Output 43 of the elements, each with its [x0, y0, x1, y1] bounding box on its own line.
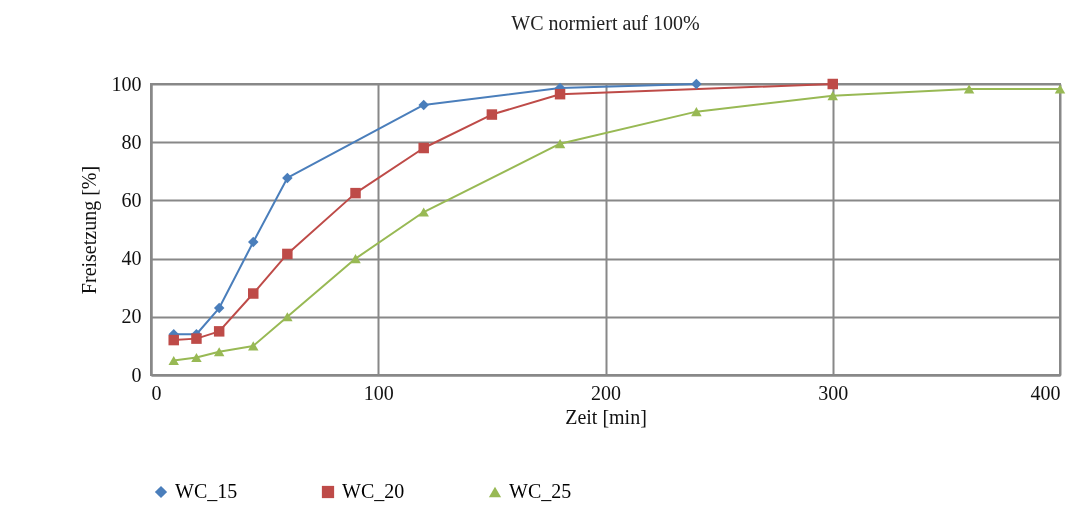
point	[827, 78, 838, 90]
point	[282, 312, 293, 322]
legend-label: WC_25	[509, 480, 572, 502]
point	[418, 142, 429, 154]
x-axis-title: Zeit [min]	[565, 405, 647, 428]
point	[963, 84, 975, 94]
point	[282, 172, 293, 184]
point	[248, 288, 259, 299]
point	[691, 78, 702, 90]
y-tick-label: 60	[121, 188, 142, 211]
point	[191, 353, 202, 363]
point	[248, 236, 259, 248]
legend-label: WC_20	[342, 480, 405, 502]
point	[191, 333, 202, 344]
point	[554, 88, 566, 100]
point	[350, 254, 361, 264]
point	[554, 139, 566, 149]
point	[418, 207, 429, 217]
y-tick-label: 80	[121, 130, 142, 153]
legend-label: WC_15	[175, 480, 238, 502]
point	[827, 91, 838, 101]
y-tick-label: 20	[121, 305, 142, 328]
x-tick-label: 300	[818, 381, 849, 404]
x-tick-label: 100	[363, 381, 394, 404]
y-axis-title: Freisetzung [%]	[77, 165, 101, 295]
y-tick-label: 0	[131, 363, 142, 386]
y-tick-label: 100	[111, 72, 142, 95]
point	[168, 334, 179, 346]
point	[282, 248, 293, 260]
x-tick-label: 400	[1030, 381, 1061, 404]
point	[213, 347, 225, 357]
point	[213, 326, 225, 337]
y-tick-label: 40	[121, 247, 142, 270]
point	[350, 187, 361, 199]
point	[168, 355, 179, 365]
point	[486, 109, 498, 120]
x-tick-label: 200	[591, 381, 621, 404]
x-tick-label: 0	[151, 381, 162, 404]
point	[691, 107, 702, 117]
point	[418, 99, 429, 111]
chart-title: WC normiert auf 100%	[511, 12, 700, 34]
point	[213, 302, 225, 314]
point	[1054, 84, 1066, 94]
